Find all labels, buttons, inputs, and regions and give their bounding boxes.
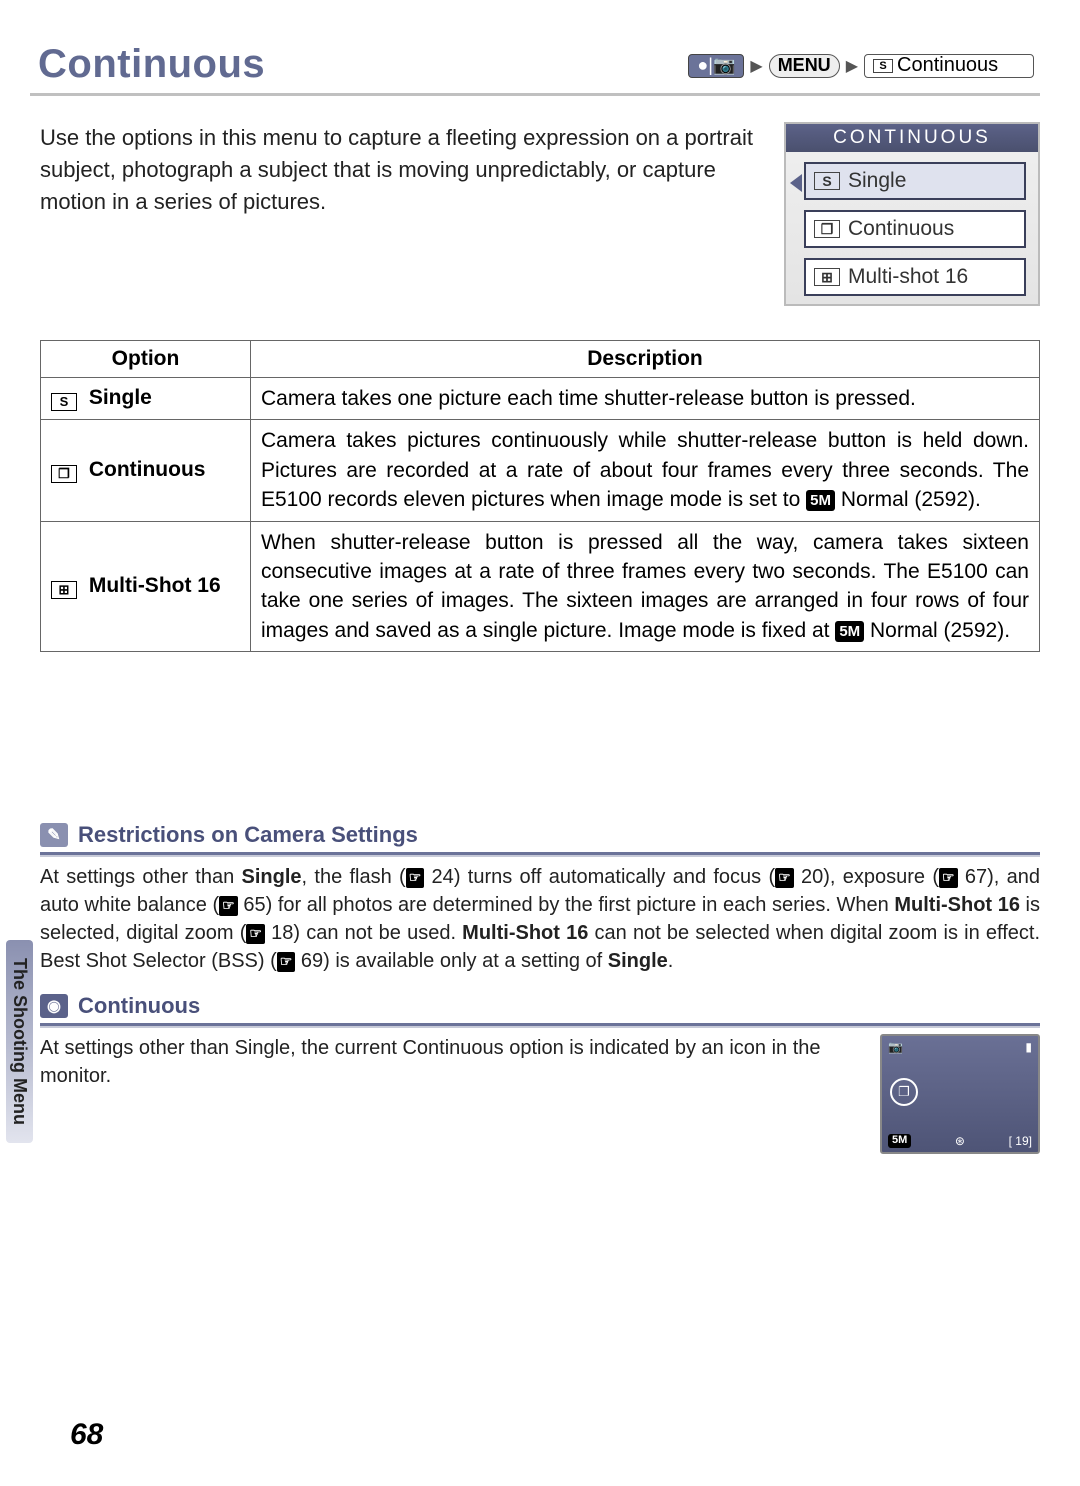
- divider: [40, 1023, 1040, 1028]
- bold-term: Single: [608, 950, 668, 972]
- divider: [40, 852, 1040, 857]
- table-row: ❐ ContinuousCamera takes pictures contin…: [41, 420, 1040, 521]
- option-icon: ⊞: [51, 581, 77, 599]
- single-icon: S: [873, 59, 893, 73]
- intro-text: Use the options in this menu to capture …: [40, 122, 760, 306]
- menu-item-label: Multi-shot 16: [848, 265, 968, 289]
- description-cell: Camera takes one picture each time shutt…: [251, 378, 1040, 420]
- selector-arrow-icon: [790, 174, 802, 192]
- menu-item: ❐ Continuous: [804, 210, 1026, 248]
- chevron-right-icon: ▶: [846, 56, 858, 76]
- table-header-description: Description: [251, 341, 1040, 378]
- bold-term: Single: [235, 1037, 291, 1059]
- lens-icon: ◉: [40, 994, 68, 1018]
- page-number: 68: [70, 1418, 103, 1452]
- option-cell: S Single: [41, 378, 251, 420]
- camera-menu-screenshot: CONTINUOUS S Single ❐ Continuous ⊞ Multi-shot…: [784, 122, 1040, 306]
- page-ref-icon: ☞: [246, 924, 265, 944]
- note-heading: ◉ Continuous: [40, 993, 1040, 1019]
- exposures-remaining: [ 19]: [1009, 1134, 1032, 1148]
- description-cell: When shutter-release button is pressed a…: [251, 521, 1040, 652]
- pencil-icon: ✎: [40, 823, 68, 847]
- option-icon: S: [814, 172, 840, 190]
- option-cell: ❐ Continuous: [41, 420, 251, 521]
- page-ref-icon: ☞: [277, 952, 296, 972]
- chevron-right-icon: ▶: [750, 56, 762, 76]
- table-row: ⊞ Multi-Shot 16When shutter-release butt…: [41, 521, 1040, 652]
- image-mode-badge: 5M: [888, 1134, 911, 1148]
- description-cell: Camera takes pictures continuously while…: [251, 420, 1040, 521]
- option-icon: ❐: [814, 220, 840, 238]
- option-icon: ❐: [51, 465, 77, 483]
- bold-term: Continuous: [402, 1037, 503, 1059]
- menu-button-icon: MENU: [769, 54, 840, 78]
- mode-badge: 5M: [835, 621, 864, 642]
- menu-item: S Single: [804, 162, 1026, 200]
- note-heading: ✎ Restrictions on Camera Settings: [40, 822, 1040, 848]
- mode-badge: 5M: [806, 490, 835, 511]
- page-ref-icon: ☞: [939, 868, 958, 888]
- breadcrumb-item: S Continuous: [864, 54, 1034, 78]
- table-row: S SingleCamera takes one picture each ti…: [41, 378, 1040, 420]
- breadcrumb-label: Continuous: [897, 54, 998, 77]
- page-ref-icon: ☞: [219, 896, 238, 916]
- option-icon: S: [51, 393, 77, 411]
- table-header-option: Option: [41, 341, 251, 378]
- bold-term: Multi-Shot 16: [462, 922, 588, 944]
- page-ref-icon: ☞: [775, 868, 794, 888]
- note-title: Continuous: [78, 993, 200, 1019]
- menu-item-label: Continuous: [848, 217, 954, 241]
- page-header: Continuous ●|📷 ▶ MENU ▶ S Continuous: [30, 40, 1040, 96]
- options-table: Option Description S SingleCamera takes …: [40, 340, 1040, 652]
- breadcrumb: ●|📷 ▶ MENU ▶ S Continuous: [688, 54, 1034, 78]
- menu-item-label: Single: [848, 169, 906, 193]
- page-title: Continuous: [30, 40, 688, 91]
- menu-item: ⊞ Multi-shot 16: [804, 258, 1026, 296]
- note-title: Restrictions on Camera Settings: [78, 822, 418, 848]
- bold-term: Single: [242, 866, 302, 888]
- option-icon: ⊞: [814, 268, 840, 286]
- af-icon: ⊛: [955, 1134, 965, 1148]
- camera-icon: 📷: [888, 1040, 903, 1054]
- page-ref-icon: ☞: [406, 868, 425, 888]
- battery-icon: ▮: [1025, 1040, 1032, 1054]
- continuous-icon: ❐: [890, 1078, 918, 1106]
- note-body: At settings other than Single, the flash…: [40, 863, 1040, 975]
- side-tab-label: The Shooting Menu: [6, 940, 33, 1143]
- bold-term: Multi-Shot 16: [894, 894, 1020, 916]
- note-body: At settings other than Single, the curre…: [40, 1034, 860, 1090]
- option-cell: ⊞ Multi-Shot 16: [41, 521, 251, 652]
- monitor-illustration: 📷 ▮ ❐ 5M ⊛ [ 19]: [880, 1034, 1040, 1154]
- page: Continuous ●|📷 ▶ MENU ▶ S Continuous Use…: [40, 40, 1040, 1446]
- menu-title: CONTINUOUS: [786, 124, 1038, 152]
- mode-dial-icon: ●|📷: [688, 54, 744, 78]
